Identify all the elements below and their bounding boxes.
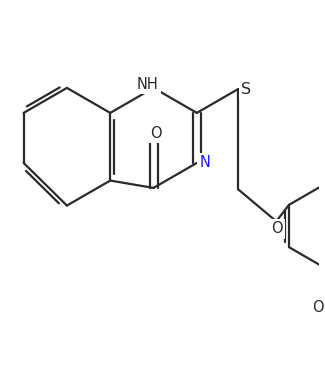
Text: N: N bbox=[200, 155, 211, 170]
Text: NH: NH bbox=[137, 77, 159, 92]
Text: S: S bbox=[241, 81, 251, 97]
Text: O: O bbox=[150, 126, 162, 141]
Text: O: O bbox=[312, 300, 323, 315]
Text: O: O bbox=[271, 221, 283, 236]
